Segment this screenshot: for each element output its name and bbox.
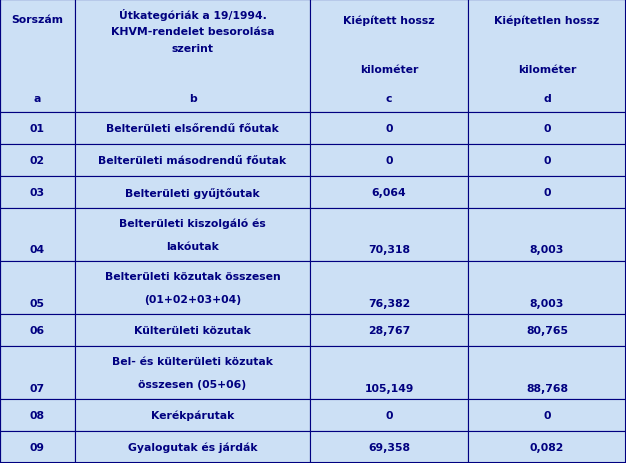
Bar: [75, 177, 310, 208]
Bar: [0, 0, 75, 113]
Bar: [0, 346, 75, 400]
Text: 05: 05: [30, 298, 45, 308]
Text: Útkategóriák a 19/1994.: Útkategóriák a 19/1994.: [118, 9, 267, 21]
Bar: [310, 262, 468, 314]
Bar: [0, 431, 75, 463]
Text: szerint: szerint: [172, 44, 213, 54]
Bar: [0, 177, 75, 208]
Text: 0: 0: [385, 124, 393, 134]
Bar: [75, 346, 310, 400]
Bar: [75, 208, 310, 262]
Bar: [468, 0, 626, 113]
Text: 09: 09: [30, 442, 45, 452]
Text: Kiépítetlen hossz: Kiépítetlen hossz: [495, 15, 600, 25]
Text: 28,767: 28,767: [368, 325, 410, 336]
Bar: [310, 314, 468, 346]
Bar: [310, 145, 468, 177]
Bar: [310, 0, 468, 113]
Text: 04: 04: [30, 245, 45, 255]
Bar: [310, 400, 468, 431]
Bar: [468, 208, 626, 262]
Bar: [310, 346, 468, 400]
Bar: [468, 314, 626, 346]
Text: Belterületi másodrendű főutak: Belterületi másodrendű főutak: [98, 156, 287, 166]
Text: lakóutak: lakóutak: [166, 242, 219, 252]
Bar: [75, 113, 310, 145]
Bar: [0, 400, 75, 431]
Text: 0: 0: [385, 410, 393, 420]
Text: Sorszám: Sorszám: [11, 15, 63, 25]
Text: Belterületi kiszolgáló és: Belterületi kiszolgáló és: [119, 218, 266, 229]
Text: 6,064: 6,064: [372, 188, 406, 198]
Text: 0: 0: [543, 156, 551, 166]
Text: Külterületi közutak: Külterületi közutak: [134, 325, 251, 336]
Text: KHVM-rendelet besorolása: KHVM-rendelet besorolása: [111, 27, 274, 37]
Text: 76,382: 76,382: [368, 298, 410, 308]
Text: 105,149: 105,149: [364, 383, 414, 393]
Text: Belterületi elsőrendű főutak: Belterületi elsőrendű főutak: [106, 124, 279, 134]
Bar: [0, 314, 75, 346]
Text: 08: 08: [30, 410, 45, 420]
Bar: [310, 177, 468, 208]
Bar: [310, 431, 468, 463]
Bar: [310, 208, 468, 262]
Text: c: c: [386, 94, 393, 103]
Bar: [468, 113, 626, 145]
Text: kilométer: kilométer: [518, 65, 576, 75]
Bar: [75, 262, 310, 314]
Text: 07: 07: [30, 383, 45, 393]
Text: a: a: [34, 94, 41, 103]
Bar: [75, 431, 310, 463]
Text: 69,358: 69,358: [368, 442, 410, 452]
Bar: [468, 145, 626, 177]
Text: 0: 0: [543, 188, 551, 198]
Text: 88,768: 88,768: [526, 383, 568, 393]
Bar: [468, 400, 626, 431]
Text: 0,082: 0,082: [530, 442, 564, 452]
Bar: [0, 262, 75, 314]
Text: Kiépített hossz: Kiépített hossz: [343, 15, 435, 25]
Text: 8,003: 8,003: [530, 245, 564, 255]
Text: Belterületi gyűjtőutak: Belterületi gyűjtőutak: [125, 187, 260, 198]
Bar: [75, 314, 310, 346]
Text: 8,003: 8,003: [530, 298, 564, 308]
Bar: [75, 0, 310, 113]
Bar: [75, 400, 310, 431]
Text: Gyalogutak és járdák: Gyalogutak és járdák: [128, 442, 257, 452]
Bar: [468, 177, 626, 208]
Text: Kerékpárutak: Kerékpárutak: [151, 410, 234, 420]
Text: b: b: [188, 94, 197, 103]
Text: 02: 02: [30, 156, 45, 166]
Text: 03: 03: [30, 188, 45, 198]
Text: d: d: [543, 94, 551, 103]
Bar: [75, 145, 310, 177]
Bar: [310, 113, 468, 145]
Text: 80,765: 80,765: [526, 325, 568, 336]
Bar: [0, 113, 75, 145]
Text: 0: 0: [543, 124, 551, 134]
Text: Belterületi közutak összesen: Belterületi közutak összesen: [105, 271, 280, 282]
Bar: [468, 346, 626, 400]
Text: 06: 06: [30, 325, 45, 336]
Text: kilométer: kilométer: [360, 65, 418, 75]
Bar: [468, 262, 626, 314]
Text: Bel- és külterületi közutak: Bel- és külterületi közutak: [112, 356, 273, 366]
Text: 0: 0: [385, 156, 393, 166]
Text: 01: 01: [30, 124, 45, 134]
Text: 70,318: 70,318: [368, 245, 410, 255]
Bar: [0, 145, 75, 177]
Text: (01+02+03+04): (01+02+03+04): [144, 295, 241, 305]
Bar: [468, 431, 626, 463]
Text: 0: 0: [543, 410, 551, 420]
Text: összesen (05+06): összesen (05+06): [138, 380, 247, 389]
Bar: [0, 208, 75, 262]
